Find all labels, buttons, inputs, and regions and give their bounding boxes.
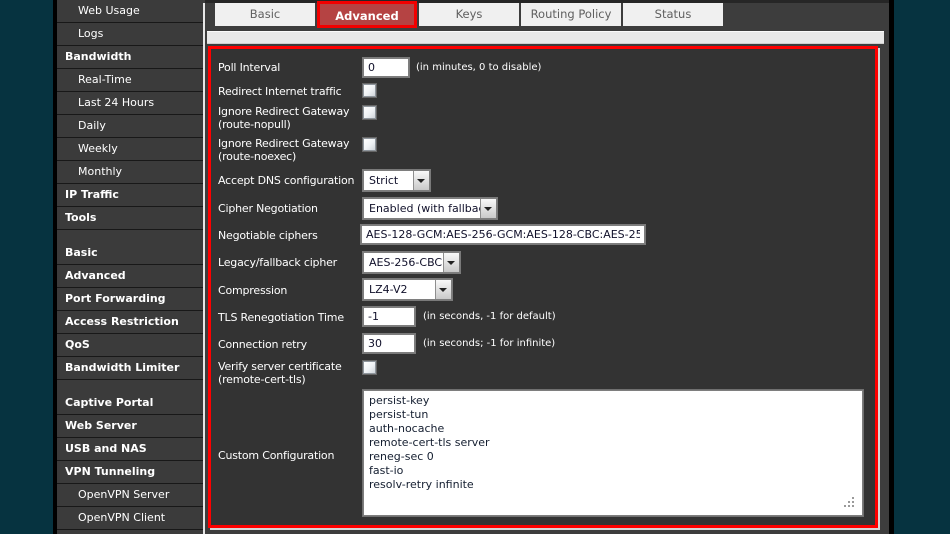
sidebar-item-last-24-hours[interactable]: Last 24 Hours [57, 92, 203, 115]
legacy-cipher-select[interactable]: AES-256-CBC [363, 252, 460, 273]
sidebar-item-web-usage[interactable]: Web Usage [57, 0, 203, 23]
sidebar-nav: Web Usage Logs Bandwidth Real-Time Last … [57, 0, 203, 534]
sidebar-item-bandwidth-limiter[interactable]: Bandwidth Limiter [57, 357, 203, 380]
sidebar-item-captive-portal[interactable]: Captive Portal [57, 392, 203, 415]
sidebar-item-tools[interactable]: Tools [57, 207, 203, 230]
legacy-cipher-dropdown-button[interactable] [443, 253, 459, 272]
legacy-cipher-label: Legacy/fallback cipher [218, 256, 337, 269]
page-background-left [0, 0, 53, 534]
tls-renegotiation-note: (in seconds, -1 for default) [423, 311, 556, 322]
sidebar-item-openvpn-client[interactable]: OpenVPN Client [57, 507, 203, 530]
connection-retry-input[interactable] [363, 334, 415, 353]
cipher-negotiation-dropdown-button[interactable] [480, 199, 496, 218]
page-background-right [894, 0, 950, 534]
ignore-redirect-noexec-label-line2: (route-noexec) [218, 150, 296, 163]
tab-keys[interactable]: Keys [419, 3, 519, 26]
ignore-redirect-nopull-label-line1: Ignore Redirect Gateway [218, 105, 349, 118]
poll-interval-note: (in minutes, 0 to disable) [416, 62, 541, 73]
sidebar-item-real-time[interactable]: Real-Time [57, 69, 203, 92]
verify-cert-label-line1: Verify server certificate [218, 360, 342, 373]
tab-advanced[interactable]: Advanced [317, 1, 417, 28]
redirect-traffic-label: Redirect Internet traffic [218, 85, 341, 98]
accept-dns-label: Accept DNS configuration [218, 174, 354, 187]
sidebar-spacer [57, 230, 203, 242]
sidebar-item-vpn-tunneling[interactable]: VPN Tunneling [57, 461, 203, 484]
ignore-redirect-noexec-checkbox[interactable] [363, 138, 376, 151]
tab-routing-policy[interactable]: Routing Policy [521, 3, 621, 26]
connection-retry-label: Connection retry [218, 338, 307, 351]
sidebar-item-weekly[interactable]: Weekly [57, 138, 203, 161]
ignore-redirect-nopull-checkbox[interactable] [363, 106, 376, 119]
textarea-resize-grip-icon[interactable] [852, 505, 854, 507]
compression-label: Compression [218, 284, 287, 297]
sidebar-spacer [57, 380, 203, 392]
sidebar-item-qos[interactable]: QoS [57, 334, 203, 357]
compression-select[interactable]: LZ4-V2 [363, 279, 452, 300]
sidebar-item-access-restriction[interactable]: Access Restriction [57, 311, 203, 334]
chevron-down-icon [439, 288, 447, 292]
verify-cert-label: Verify server certificate (remote-cert-t… [218, 360, 342, 386]
chevron-down-icon [447, 261, 455, 265]
cipher-negotiation-value: Enabled (with fallback) [369, 199, 495, 218]
openvpn-client-advanced-page: Web Usage Logs Bandwidth Real-Time Last … [0, 0, 950, 534]
tab-status[interactable]: Status [623, 3, 723, 26]
accept-dns-value: Strict [369, 171, 398, 190]
sidebar-item-bandwidth[interactable]: Bandwidth [57, 46, 203, 69]
sidebar-item-ip-traffic[interactable]: IP Traffic [57, 184, 203, 207]
connection-retry-note: (in seconds; -1 for infinite) [423, 338, 555, 349]
sidebar-item-usb-and-nas[interactable]: USB and NAS [57, 438, 203, 461]
poll-interval-input[interactable] [363, 58, 409, 77]
section-header-bar [207, 31, 884, 44]
sidebar-item-web-server[interactable]: Web Server [57, 415, 203, 438]
tab-basic[interactable]: Basic [215, 3, 315, 26]
sidebar-item-logs[interactable]: Logs [57, 23, 203, 46]
compression-dropdown-button[interactable] [435, 280, 451, 299]
negotiable-ciphers-input[interactable] [361, 225, 645, 244]
custom-config-label: Custom Configuration [218, 449, 334, 462]
sidebar-item-daily[interactable]: Daily [57, 115, 203, 138]
sidebar-item-port-forwarding[interactable]: Port Forwarding [57, 288, 203, 311]
ignore-redirect-noexec-label: Ignore Redirect Gateway (route-noexec) [218, 137, 349, 163]
tab-bar: Basic Advanced Keys Routing Policy Statu… [215, 3, 725, 26]
main-left-highlight [203, 3, 205, 534]
verify-cert-checkbox[interactable] [363, 361, 376, 374]
verify-cert-label-line2: (remote-cert-tls) [218, 373, 305, 386]
ignore-redirect-nopull-label-line2: (route-nopull) [218, 118, 291, 131]
advanced-settings-panel: Poll Interval (in minutes, 0 to disable)… [208, 46, 878, 528]
sidebar-item-monthly[interactable]: Monthly [57, 161, 203, 184]
cipher-negotiation-select[interactable]: Enabled (with fallback) [363, 198, 497, 219]
sidebar-item-basic[interactable]: Basic [57, 242, 203, 265]
tls-renegotiation-input[interactable] [363, 307, 415, 326]
sidebar-item-openvpn-server[interactable]: OpenVPN Server [57, 484, 203, 507]
accept-dns-dropdown-button[interactable] [413, 171, 429, 190]
legacy-cipher-value: AES-256-CBC [369, 253, 442, 272]
accept-dns-select[interactable]: Strict [363, 170, 430, 191]
ignore-redirect-noexec-label-line1: Ignore Redirect Gateway [218, 137, 349, 150]
chevron-down-icon [484, 207, 492, 211]
poll-interval-label: Poll Interval [218, 61, 280, 74]
redirect-traffic-checkbox[interactable] [363, 84, 376, 97]
custom-config-textarea[interactable]: persist-key persist-tun auth-nocache rem… [363, 390, 863, 516]
ignore-redirect-nopull-label: Ignore Redirect Gateway (route-nopull) [218, 105, 349, 131]
chevron-down-icon [417, 179, 425, 183]
sidebar-item-advanced[interactable]: Advanced [57, 265, 203, 288]
compression-value: LZ4-V2 [369, 280, 408, 299]
tls-renegotiation-label: TLS Renegotiation Time [218, 311, 344, 324]
cipher-negotiation-label: Cipher Negotiation [218, 202, 318, 215]
negotiable-ciphers-label: Negotiable ciphers [218, 229, 318, 242]
